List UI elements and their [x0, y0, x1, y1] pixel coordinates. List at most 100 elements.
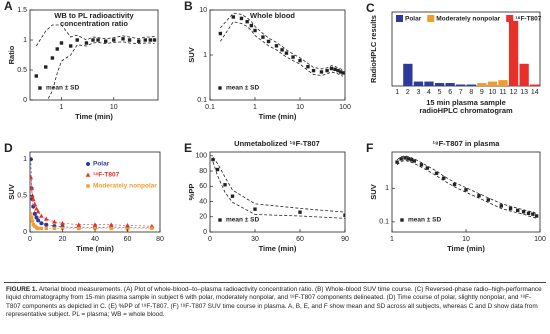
marker — [231, 15, 236, 19]
sd-envelope — [212, 157, 345, 213]
marker — [52, 226, 57, 231]
marker — [280, 48, 284, 52]
y-axis-label: SUV — [187, 47, 196, 62]
panel-label: C — [366, 1, 375, 15]
marker — [112, 38, 116, 42]
y-tick-label: 1 — [23, 156, 27, 163]
marker — [30, 196, 36, 202]
marker — [400, 218, 404, 222]
marker — [32, 211, 37, 216]
y-tick-label: 40 — [199, 198, 207, 205]
series-line — [30, 177, 152, 227]
marker — [218, 218, 222, 222]
x-tick-label: 20 — [59, 236, 67, 243]
sd-envelope — [396, 160, 537, 219]
marker — [32, 201, 38, 207]
marker — [298, 58, 302, 63]
marker — [395, 160, 399, 164]
marker — [306, 64, 310, 69]
marker — [39, 221, 44, 226]
legend-label: mean ± SD — [226, 217, 259, 224]
marker — [69, 44, 73, 48]
y-tick-label: 1 — [203, 52, 207, 59]
marker — [30, 215, 34, 220]
x-axis-label: Time (min) — [447, 244, 485, 253]
legend-label: ¹⁸F-T807 — [515, 16, 542, 23]
y-tick-label: 0 — [23, 97, 27, 104]
panel-title: Whole blood — [250, 11, 295, 20]
marker — [399, 157, 403, 161]
marker — [148, 38, 153, 42]
plot-area — [34, 24, 157, 100]
x-tick-label: 10 — [296, 104, 304, 111]
sd-envelope — [396, 155, 537, 215]
y-tick-label: 60 — [199, 183, 207, 190]
plot-area — [403, 20, 540, 86]
bar — [403, 63, 413, 86]
sd-envelope — [220, 12, 344, 71]
y-axis-label: Ratio — [7, 45, 16, 64]
marker — [34, 74, 39, 78]
plot-area — [395, 155, 539, 219]
plot-area — [211, 157, 345, 219]
x-tick-label: 2 — [406, 89, 410, 96]
bar — [445, 83, 455, 86]
marker — [516, 208, 520, 213]
panel-label: E — [184, 141, 192, 155]
marker — [266, 39, 271, 44]
marker — [85, 172, 91, 177]
x-tick-label: 14 — [531, 89, 539, 96]
marker — [86, 162, 90, 166]
marker — [419, 163, 424, 167]
marker — [55, 47, 59, 51]
marker — [284, 51, 289, 55]
bar — [487, 81, 498, 86]
x-tick-label: 0.1 — [205, 104, 215, 111]
marker — [50, 56, 55, 60]
legend-label: mean ± SD — [46, 85, 79, 92]
marker — [127, 38, 132, 42]
x-tick-label: 60 — [296, 236, 304, 243]
x-tick-label: 10 — [110, 104, 118, 111]
marker — [336, 68, 340, 73]
marker — [30, 175, 34, 180]
legend-label: Polar — [93, 161, 110, 168]
marker — [499, 204, 504, 208]
marker — [403, 156, 407, 160]
marker — [291, 55, 295, 59]
panel-label: B — [184, 0, 193, 13]
marker — [412, 159, 416, 163]
marker — [143, 38, 147, 42]
marker — [477, 194, 481, 198]
x-tick-label: 1 — [60, 104, 64, 111]
legend-label: ¹⁸F-T807 — [93, 172, 120, 179]
x-tick-label: 7 — [459, 89, 463, 96]
y-axis-label: SUV — [369, 184, 378, 199]
marker — [531, 212, 535, 216]
series-line — [30, 159, 152, 228]
marker — [125, 223, 130, 228]
marker — [211, 157, 215, 162]
marker — [534, 214, 539, 218]
marker — [341, 71, 345, 75]
marker — [91, 38, 95, 42]
y-tick-label: 0.5 — [17, 67, 27, 74]
x-tick-label: 10 — [462, 236, 470, 243]
panel-title: ¹⁸F-T807 in plasma — [433, 139, 501, 148]
bar — [413, 81, 424, 86]
sd-envelope — [220, 21, 344, 77]
panel-label: A — [4, 0, 13, 13]
marker — [43, 216, 49, 221]
marker — [103, 39, 108, 43]
marker — [152, 38, 157, 42]
y-tick-label: 0.1 — [379, 219, 389, 226]
x-tick-label: 3 — [416, 89, 420, 96]
marker — [223, 183, 227, 187]
marker — [38, 86, 42, 90]
marker — [452, 182, 457, 187]
marker — [96, 38, 100, 42]
marker — [319, 70, 324, 74]
sd-envelope — [35, 24, 155, 47]
marker — [86, 184, 90, 188]
